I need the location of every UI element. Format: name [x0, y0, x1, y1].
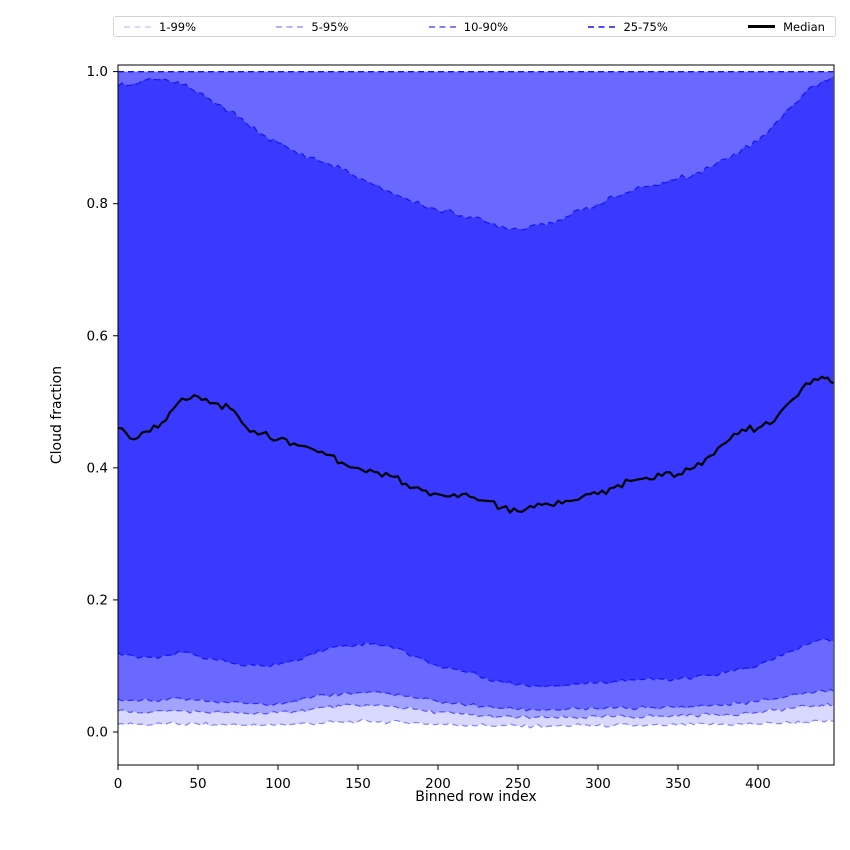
legend-item-25-75-: 25-75%: [588, 19, 668, 34]
band-25-75%: [118, 76, 834, 688]
legend-item-median: Median: [748, 20, 825, 34]
percentile-bands: [118, 71, 834, 728]
x-tick-label: 350: [665, 776, 691, 792]
x-tick-label: 100: [265, 776, 291, 792]
band-upper-edge-25-75%: [117, 76, 834, 231]
dashed-line-sample: [124, 25, 151, 28]
chart-legend: 1-99% 5-95% 10-90% 25-75% Median: [113, 16, 836, 37]
dashed-line-sample: [276, 25, 304, 28]
legend-label: 25-75%: [623, 19, 668, 34]
y-tick-label: 0.0: [87, 724, 108, 740]
band-1-99%: [118, 71, 834, 728]
median-line-sample: [748, 25, 776, 28]
axes-frame: [117, 64, 835, 766]
dashed-line-sample: [588, 25, 616, 28]
y-tick-label: 0.2: [87, 592, 108, 608]
y-tick-label: 0.8: [87, 196, 108, 212]
legend-item-10-90-: 10-90%: [428, 19, 509, 34]
x-tick-label: 250: [505, 776, 531, 792]
x-tick-label: 0: [114, 776, 123, 792]
band-lower-edge-25-75%: [117, 638, 834, 688]
band-lower-edge-5-95%: [117, 702, 834, 720]
y-tick-label: 0.4: [87, 460, 108, 476]
x-axis-label: Binned row index: [415, 789, 537, 805]
x-tick-label: 400: [745, 776, 771, 792]
band-5-95%: [118, 71, 834, 719]
legend-item-1-99-: 1-99%: [124, 20, 196, 34]
legend-label: 1-99%: [159, 19, 197, 34]
x-tick-label: 50: [189, 776, 206, 792]
x-axis-ticks: 0 50 100 150 200 250 300 350 400: [114, 765, 771, 792]
y-axis-ticks: 0.0 0.2 0.4 0.6 0.8 1.0: [87, 64, 118, 740]
band-10-90%: [118, 71, 834, 711]
legend-label: 10-90%: [463, 19, 509, 34]
legend-label: 5-95%: [311, 19, 349, 34]
y-axis-label: Cloud fraction: [49, 365, 65, 465]
dashed-line-sample: [428, 25, 456, 28]
median-line: [117, 375, 834, 514]
legend-label: Median: [783, 19, 825, 34]
legend-item-5-95-: 5-95%: [276, 20, 348, 34]
band-lower-edge-1-99%: [117, 718, 834, 729]
y-tick-label: 1.0: [87, 64, 108, 80]
band-lower-edge-10-90%: [117, 688, 834, 712]
x-tick-label: 200: [425, 776, 451, 792]
x-tick-label: 300: [585, 776, 611, 792]
band-edge-lines: [117, 70, 834, 729]
y-tick-label: 0.6: [87, 328, 108, 344]
x-tick-label: 150: [345, 776, 371, 792]
